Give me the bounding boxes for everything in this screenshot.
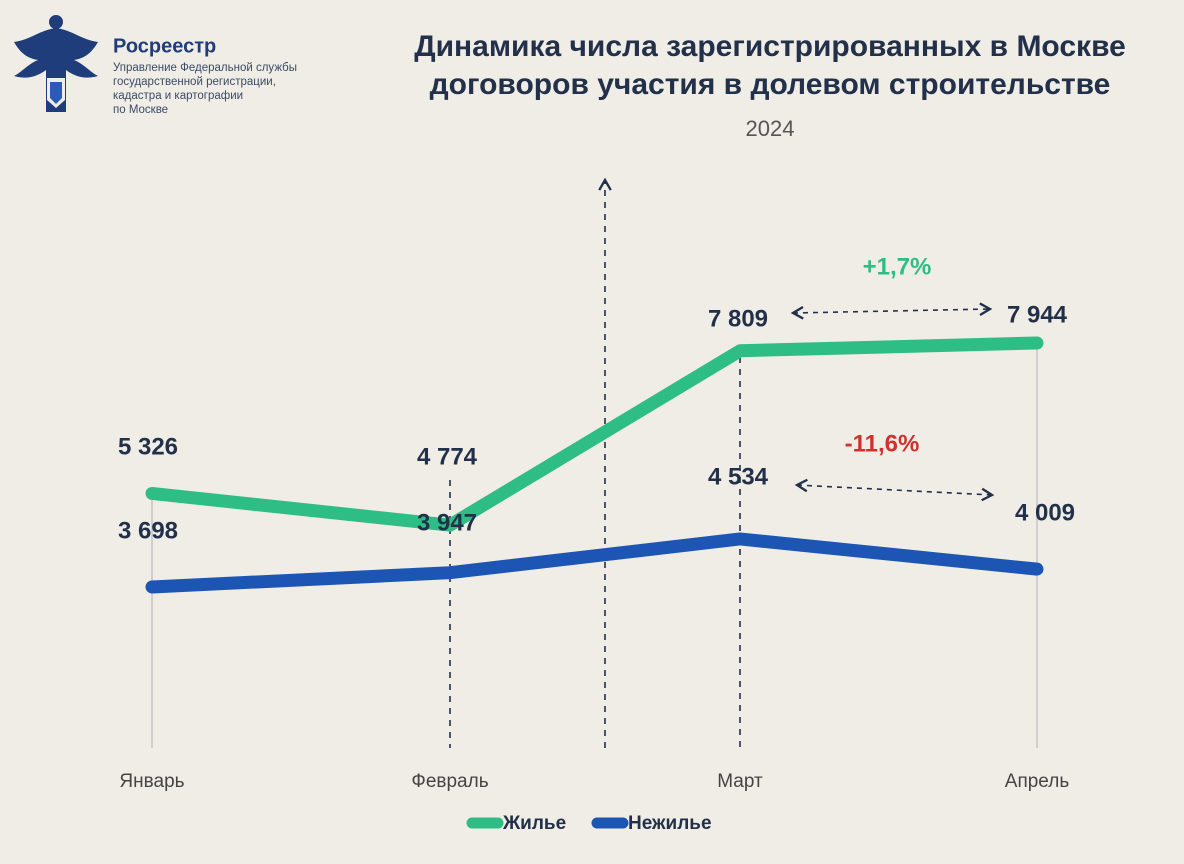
change-arrow [790, 302, 993, 320]
series-line [145, 532, 1044, 594]
data-label: 4 534 [708, 463, 769, 490]
data-label: 5 326 [118, 433, 178, 460]
logo-name: Росреестр [113, 35, 216, 57]
data-label: 4 774 [417, 443, 478, 470]
data-label: 3 947 [417, 509, 477, 536]
chart-title: договоров участия в долевом строительств… [430, 68, 1111, 101]
x-tick-label: Февраль [411, 771, 488, 792]
x-tick-label: Март [717, 771, 763, 792]
logo-line: государственной регистрации, [113, 76, 276, 88]
annotation: +1,7% [863, 253, 932, 280]
chart-subtitle: 2024 [746, 116, 795, 141]
annotation: -11,6% [845, 430, 920, 457]
logo-line: по Москве [113, 104, 168, 116]
logo-emblem [14, 15, 98, 112]
chart-title: Динамика числа зарегистрированных в Моск… [414, 30, 1126, 63]
x-tick-label: Январь [119, 771, 184, 792]
data-label: 7 809 [708, 305, 768, 332]
series-line [145, 336, 1044, 532]
legend-label: Жилье [502, 813, 566, 834]
guides [151, 177, 1038, 748]
data-label: 7 944 [1007, 301, 1068, 328]
data-label: 3 698 [118, 517, 178, 544]
logo-line: кадастра и картографии [113, 90, 243, 102]
change-arrow [794, 478, 995, 502]
x-tick-label: Апрель [1005, 771, 1070, 792]
logo-line: Управление Федеральной службы [113, 62, 297, 74]
data-label: 4 009 [1015, 499, 1075, 526]
legend-label: Нежилье [628, 813, 712, 834]
